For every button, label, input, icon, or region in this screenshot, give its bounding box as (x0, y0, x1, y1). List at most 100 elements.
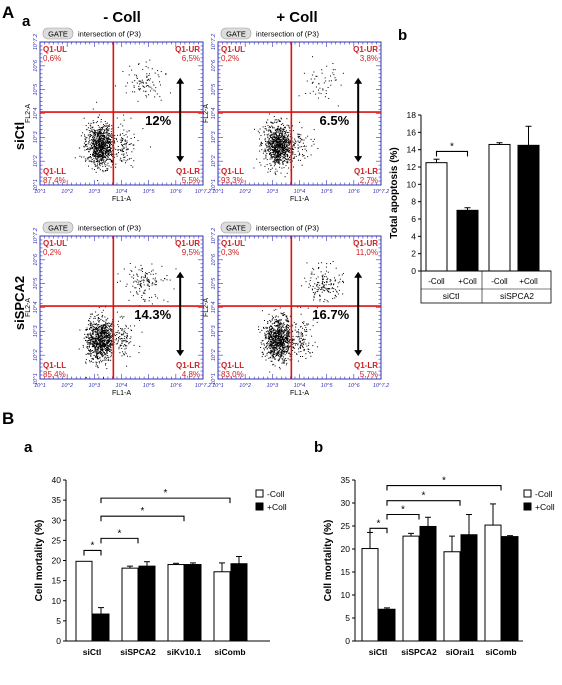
scatter-point (276, 326, 278, 328)
scatter-point (92, 140, 94, 142)
scatter-point (260, 347, 262, 348)
scatter-point (109, 143, 111, 145)
scatter-point (104, 335, 106, 337)
scatter-point (313, 143, 315, 145)
scatter-point (101, 311, 103, 313)
scatter-point (281, 313, 283, 315)
scatter-point (101, 153, 103, 155)
scatter-point (276, 154, 278, 156)
scatter-point (289, 152, 291, 153)
scatter-point (275, 119, 277, 121)
scatter-point (150, 86, 152, 88)
scatter-point (110, 329, 112, 331)
scatter-point (92, 357, 94, 359)
scatter-point (123, 129, 125, 131)
scatter-point (133, 277, 134, 279)
scatter-point (292, 347, 294, 349)
scatter-point (134, 280, 136, 282)
scatter-point (102, 152, 104, 154)
y-tick-label: 10^3 (211, 131, 217, 144)
scatter-point (105, 157, 107, 159)
scatter-point (87, 148, 88, 150)
scatter-point (284, 141, 286, 143)
scatter-point (273, 335, 275, 337)
scatter-point (326, 300, 328, 302)
scatter-point (125, 160, 127, 162)
scatter-point (273, 116, 275, 117)
scatter-point (288, 141, 290, 143)
scatter-point (324, 96, 326, 98)
scatter-point (95, 141, 97, 143)
scatter-point (108, 142, 110, 143)
scatter-point (92, 321, 94, 323)
scatter-point (279, 340, 281, 342)
gate-description: intersection of (P3) (256, 30, 319, 39)
scatter-point (87, 149, 89, 150)
scatter-point (98, 342, 100, 344)
scatter-point (99, 137, 101, 139)
scatter-point (325, 281, 327, 283)
scatter-point (275, 346, 277, 347)
scatter-point (105, 133, 107, 135)
scatter-point (89, 323, 91, 324)
scatter-point (269, 146, 271, 148)
scatter-point (282, 345, 284, 347)
scatter-point (110, 323, 112, 325)
scatter-point (270, 126, 271, 128)
scatter-point (154, 277, 156, 279)
scatter-point (124, 156, 126, 158)
scatter-point (102, 159, 104, 161)
scatter-point (272, 137, 274, 139)
scatter-point (323, 287, 325, 289)
scatter-point (137, 284, 139, 285)
scatter-point (267, 145, 269, 147)
scatter-point (261, 340, 263, 342)
scatter-point (121, 138, 123, 139)
scatter-point (261, 142, 263, 144)
scatter-point (100, 328, 102, 330)
scatter-point (275, 160, 277, 161)
scatter-point (97, 339, 99, 341)
scatter-point (105, 153, 107, 155)
scatter-point (280, 356, 282, 358)
scatter-point (165, 73, 167, 75)
x-tick-label: 10^4 (116, 383, 128, 389)
scatter-point (111, 153, 113, 155)
scatter-point (106, 148, 108, 150)
scatter-point (282, 160, 284, 162)
scatter-point (294, 351, 296, 353)
scatter-point (116, 138, 117, 140)
scatter-point (136, 76, 138, 78)
scatter-point (272, 147, 273, 148)
scatter-point (270, 143, 272, 145)
scatter-point (113, 333, 115, 335)
scatter-point (89, 329, 91, 330)
scatter-point (267, 149, 269, 151)
scatter-point (128, 144, 130, 146)
scatter-point (127, 82, 128, 84)
scatter-point (96, 147, 98, 148)
panel-label-B-a: a (24, 439, 33, 456)
scatter-point (274, 146, 276, 148)
scatter-point (311, 351, 313, 353)
scatter-point (121, 328, 123, 330)
scatter-point (95, 147, 97, 149)
scatter-point (293, 339, 295, 341)
scatter-point (87, 333, 89, 335)
scatter-point (275, 134, 277, 136)
scatter-point (93, 333, 95, 335)
scatter-point (288, 138, 290, 140)
scatter-point (287, 154, 289, 156)
scatter-point (276, 353, 278, 355)
scatter-point (274, 321, 276, 323)
scatter-point (282, 147, 284, 149)
scatter-point (281, 327, 283, 329)
scatter-point (114, 142, 116, 144)
scatter-point (107, 332, 109, 334)
scatter-point (138, 64, 140, 65)
scatter-point (99, 136, 101, 138)
scatter-point (275, 343, 277, 345)
scatter-point (144, 86, 146, 88)
scatter-point (277, 135, 279, 136)
scatter-point (105, 319, 107, 321)
